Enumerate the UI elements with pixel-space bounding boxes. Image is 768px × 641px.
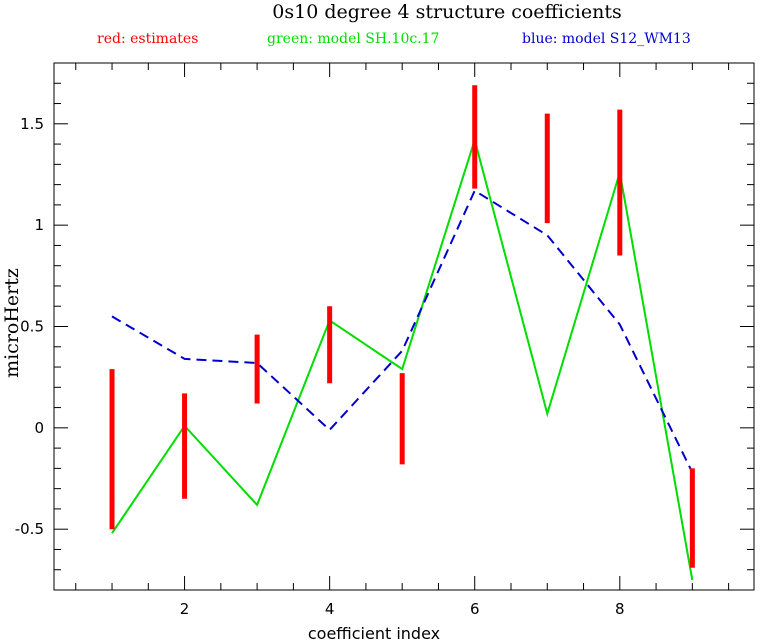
plot-frame xyxy=(53,62,755,591)
x-tick-label: 6 xyxy=(470,600,480,618)
x-axis-label: coefficient index xyxy=(308,624,440,641)
chart-title: 0s10 degree 4 structure coefficients xyxy=(272,1,621,23)
y-tick-label: 1.5 xyxy=(20,115,44,133)
y-tick-label: 0 xyxy=(34,419,44,437)
legend-model-s12: blue: model S12_WM13 xyxy=(522,31,691,47)
y-tick-label: 0.5 xyxy=(20,318,44,336)
chart-marks xyxy=(109,85,695,581)
axis-ticks xyxy=(54,63,754,590)
legend-model-sh: green: model SH.10c.17 xyxy=(267,31,439,47)
x-tick-label: 8 xyxy=(615,600,625,618)
x-tick-label: 4 xyxy=(325,600,335,618)
x-tick-label: 2 xyxy=(180,600,190,618)
series-line-model-sh xyxy=(111,136,694,581)
tick-labels: 2 4 6 8 -0.5 0 0.5 1 1.5 xyxy=(15,115,625,618)
y-tick-label: -0.5 xyxy=(15,520,44,538)
y-tick-label: 1 xyxy=(34,216,44,234)
y-axis-label: microHertz xyxy=(1,268,23,378)
legend-estimates: red: estimates xyxy=(97,31,198,47)
